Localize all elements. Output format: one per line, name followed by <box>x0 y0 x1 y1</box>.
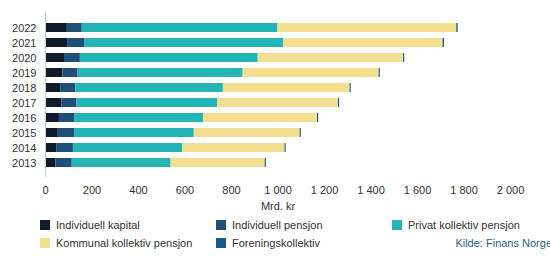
svg-text:2013: 2013 <box>12 157 36 169</box>
svg-text:2014: 2014 <box>12 142 36 154</box>
html-text:Individuell pensjon: Individuell pensjon <box>232 219 323 231</box>
svg-text:2 000: 2 000 <box>497 184 525 196</box>
html-text:Privat kollektiv pensjon: Privat kollektiv pensjon <box>408 219 520 231</box>
html-text:Individuell kapital: Individuell kapital <box>56 219 140 231</box>
svg-text:1 200: 1 200 <box>311 184 339 196</box>
svg-text:2017: 2017 <box>12 97 36 109</box>
svg-text:600: 600 <box>176 184 194 196</box>
svg-text:2022: 2022 <box>12 22 36 34</box>
svg-text:800: 800 <box>222 184 240 196</box>
svg-text:2021: 2021 <box>12 37 36 49</box>
svg-text:2019: 2019 <box>12 67 36 79</box>
svg-text:2016: 2016 <box>12 112 36 124</box>
svg-text:2018: 2018 <box>12 82 36 94</box>
svg-text:1 600: 1 600 <box>404 184 432 196</box>
html-text:Foreningskollektiv: Foreningskollektiv <box>232 237 320 249</box>
svg-text:200: 200 <box>83 184 101 196</box>
svg-text:2015: 2015 <box>12 127 36 139</box>
html-text:Kommunal kollektiv pensjon: Kommunal kollektiv pensjon <box>56 237 193 249</box>
svg-text:Mrd. kr: Mrd. kr <box>261 200 296 212</box>
svg-text:2020: 2020 <box>12 52 36 64</box>
svg-text:400: 400 <box>129 184 147 196</box>
svg-text:1 400: 1 400 <box>357 184 385 196</box>
svg-text:1 800: 1 800 <box>450 184 478 196</box>
svg-text:0: 0 <box>42 184 48 196</box>
svg-text:1 000: 1 000 <box>264 184 292 196</box>
